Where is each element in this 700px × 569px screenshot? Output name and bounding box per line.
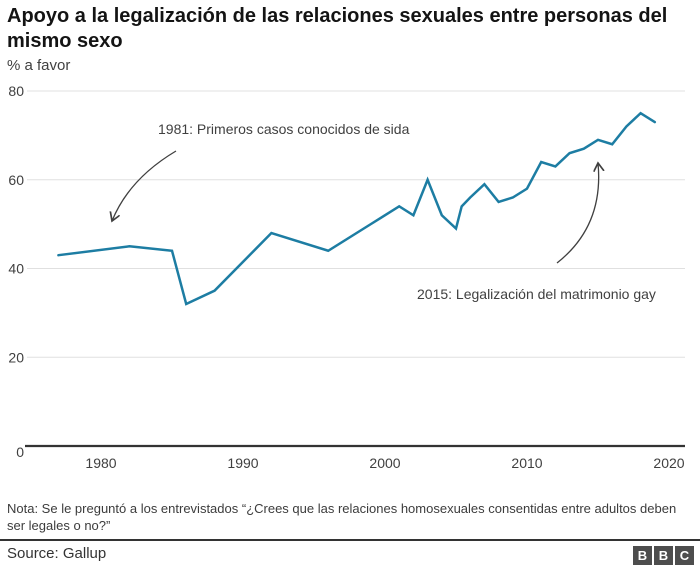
y-tick-label: 60 <box>8 172 24 188</box>
bbc-logo-block-b1: B <box>633 546 652 565</box>
source-credit: Source: Gallup <box>7 545 107 562</box>
x-tick-label: 1990 <box>227 455 258 471</box>
support-trend-line <box>57 111 657 306</box>
y-tick-label: 80 <box>8 83 24 99</box>
annotation-arrows <box>112 150 599 264</box>
y-tick-label: 20 <box>8 349 24 365</box>
x-tick-label: 1980 <box>85 455 116 471</box>
footnote: Nota: Se le preguntó a los entrevistados… <box>7 501 677 533</box>
y-tick-label: 40 <box>8 261 24 277</box>
x-tick-label: 2020 <box>653 455 684 471</box>
annotation-1981-aids-cases: 1981: Primeros casos conocidos de sida <box>158 121 410 137</box>
chart-unit-label: % a favor <box>7 57 71 74</box>
y-axis-tick-labels: 0 20 40 60 80 <box>8 83 24 460</box>
data-series <box>57 111 657 306</box>
x-tick-label: 2010 <box>511 455 542 471</box>
page-title: Apoyo a la legalización de las relacione… <box>7 5 668 52</box>
x-tick-label: 2000 <box>369 455 400 471</box>
arrow-to-1981 <box>112 150 177 221</box>
arrow-to-2015 <box>556 163 599 264</box>
gridlines <box>25 90 685 448</box>
x-axis-tick-labels: 1980 1990 2000 2010 2020 <box>85 455 684 471</box>
bbc-logo-block-c: C <box>675 546 694 565</box>
bbc-logo-block-b2: B <box>654 546 673 565</box>
footer-divider <box>0 539 700 541</box>
annotation-2015-gay-marriage: 2015: Legalización del matrimonio gay <box>417 286 656 302</box>
bbc-logo: B B C <box>633 546 694 565</box>
y-tick-label: 0 <box>16 444 24 460</box>
